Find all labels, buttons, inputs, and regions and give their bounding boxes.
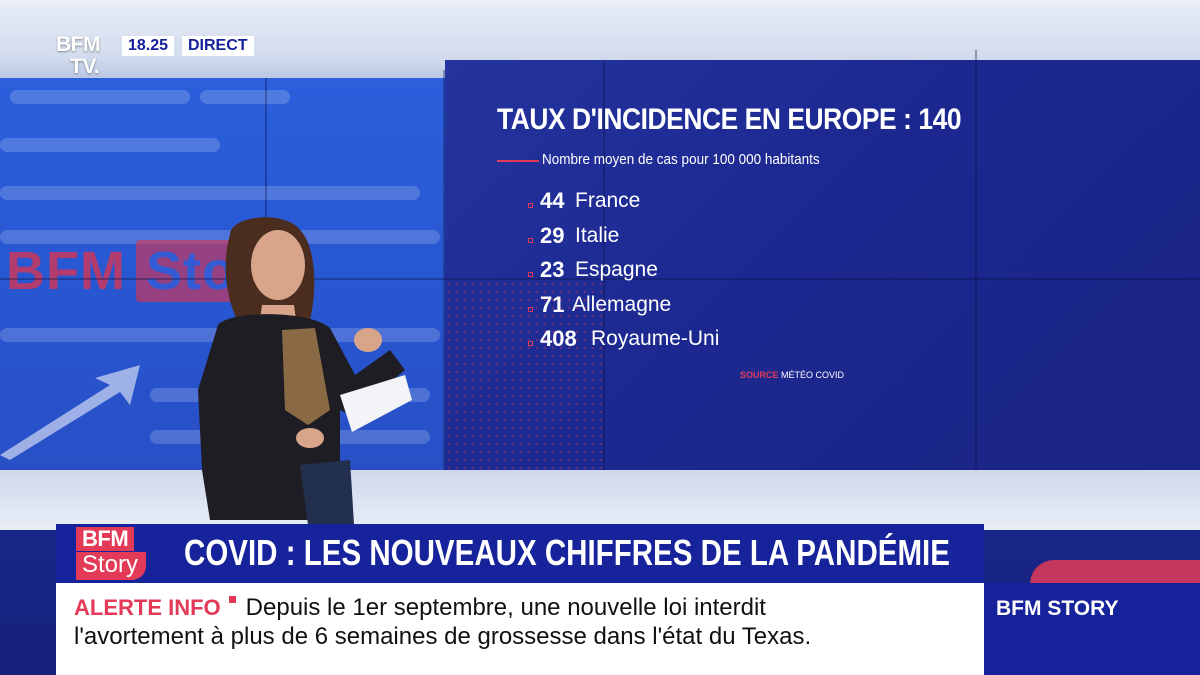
headline: COVID : LES NOUVEAUX CHIFFRES DE LA PAND… <box>184 532 950 573</box>
source-text: MÉTÉO COVID <box>781 370 845 380</box>
show-logo-story: Story <box>76 552 147 580</box>
studio-floor <box>0 470 1200 530</box>
clock-time: 18.25 <box>122 36 175 56</box>
graphic-source: SOURCE MÉTÉO COVID <box>740 370 844 380</box>
bullet-icon <box>528 237 533 243</box>
program-tag: BFM STORY <box>984 583 1200 675</box>
item-value: 23 <box>540 257 565 282</box>
bullet-icon <box>528 341 533 346</box>
item-value: 44 <box>540 188 565 213</box>
lower-third-bar <box>56 524 984 583</box>
news-ticker <box>56 583 984 675</box>
backdrop-arrow-icon <box>0 365 140 460</box>
bullet-icon <box>528 203 533 208</box>
item-value: 71 <box>540 291 565 317</box>
live-badge: DIRECT <box>182 36 254 56</box>
show-logo: BFM Story <box>56 524 174 583</box>
alert-label: ALERTE INFO <box>74 595 221 620</box>
item-value: 408 <box>540 326 577 351</box>
item-country: Royaume-Uni <box>591 327 720 350</box>
presenter-figure <box>198 217 412 540</box>
graphic-subtitle: Nombre moyen de cas pour 100 000 habitan… <box>542 151 820 168</box>
ticker-text-2: l'avortement à plus de 6 semaines de gro… <box>74 623 812 650</box>
source-label: SOURCE <box>740 370 779 380</box>
program-tag-label: BFM STORY <box>996 597 1119 620</box>
ticker-line-1: ALERTE INFO Depuis le 1er septembre, une … <box>74 593 766 623</box>
channel-logo: BFM TV. <box>56 33 101 78</box>
item-country: Allemagne <box>572 292 672 316</box>
lower-third-swoosh <box>1030 560 1200 584</box>
show-logo-bfm: BFM <box>76 527 135 551</box>
ticker-text-1: Depuis le 1er septembre, une nouvelle lo… <box>245 594 766 621</box>
item-value: 29 <box>540 222 565 248</box>
item-country: Espagne <box>575 258 658 281</box>
dotted-panel <box>445 280 605 480</box>
graphic-title: TAUX D'INCIDENCE EN EUROPE : 140 <box>497 103 962 136</box>
right-video-wall <box>445 60 1200 500</box>
bullet-icon <box>528 272 533 277</box>
bullet-icon <box>528 306 533 312</box>
item-country: Italie <box>575 223 620 247</box>
item-country: France <box>575 189 641 212</box>
alert-square-icon <box>228 596 236 604</box>
graphic-accent-line <box>497 160 539 162</box>
